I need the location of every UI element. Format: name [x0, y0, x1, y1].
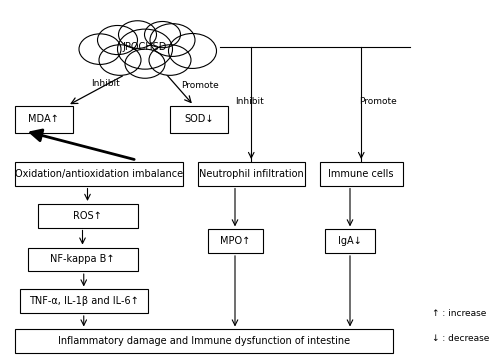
FancyBboxPatch shape: [15, 329, 392, 353]
FancyBboxPatch shape: [170, 106, 228, 133]
Text: Promote: Promote: [181, 81, 219, 90]
Circle shape: [125, 49, 165, 78]
FancyBboxPatch shape: [198, 162, 305, 186]
Circle shape: [150, 24, 195, 56]
FancyBboxPatch shape: [15, 106, 72, 133]
FancyBboxPatch shape: [20, 289, 148, 313]
FancyBboxPatch shape: [28, 248, 138, 271]
Text: Immune cells: Immune cells: [328, 169, 394, 179]
Text: MDA↑: MDA↑: [28, 114, 59, 124]
Text: ↑ : increase: ↑ : increase: [432, 309, 487, 317]
Text: Promote: Promote: [358, 98, 397, 106]
Circle shape: [99, 45, 141, 75]
Text: MPO↑: MPO↑: [220, 236, 250, 246]
FancyBboxPatch shape: [325, 229, 375, 253]
Circle shape: [168, 33, 216, 68]
Circle shape: [118, 21, 156, 48]
FancyBboxPatch shape: [38, 204, 138, 228]
Text: Inflammatory damage and Immune dysfunction of intestine: Inflammatory damage and Immune dysfuncti…: [58, 336, 350, 346]
Circle shape: [79, 34, 121, 64]
Text: ROS↑: ROS↑: [73, 211, 102, 221]
Text: Inhibit: Inhibit: [236, 98, 264, 106]
Text: NF-kappa B↑: NF-kappa B↑: [50, 254, 115, 264]
Circle shape: [144, 21, 180, 48]
Text: Neutrophil infiltration: Neutrophil infiltration: [199, 169, 304, 179]
Circle shape: [118, 29, 172, 69]
Circle shape: [98, 25, 138, 55]
Text: IgA↓: IgA↓: [338, 236, 362, 246]
FancyBboxPatch shape: [208, 229, 262, 253]
FancyBboxPatch shape: [15, 162, 182, 186]
Text: JPQCHSD: JPQCHSD: [123, 42, 167, 52]
Text: SOD↓: SOD↓: [184, 114, 214, 124]
FancyBboxPatch shape: [320, 162, 402, 186]
Text: Inhibit: Inhibit: [90, 79, 120, 88]
Text: ↓ : decrease: ↓ : decrease: [432, 334, 490, 343]
Text: Oxidation/antioxidation imbalance: Oxidation/antioxidation imbalance: [14, 169, 183, 179]
Text: TNF-α, IL-1β and IL-6↑: TNF-α, IL-1β and IL-6↑: [29, 296, 138, 306]
Circle shape: [149, 45, 191, 75]
